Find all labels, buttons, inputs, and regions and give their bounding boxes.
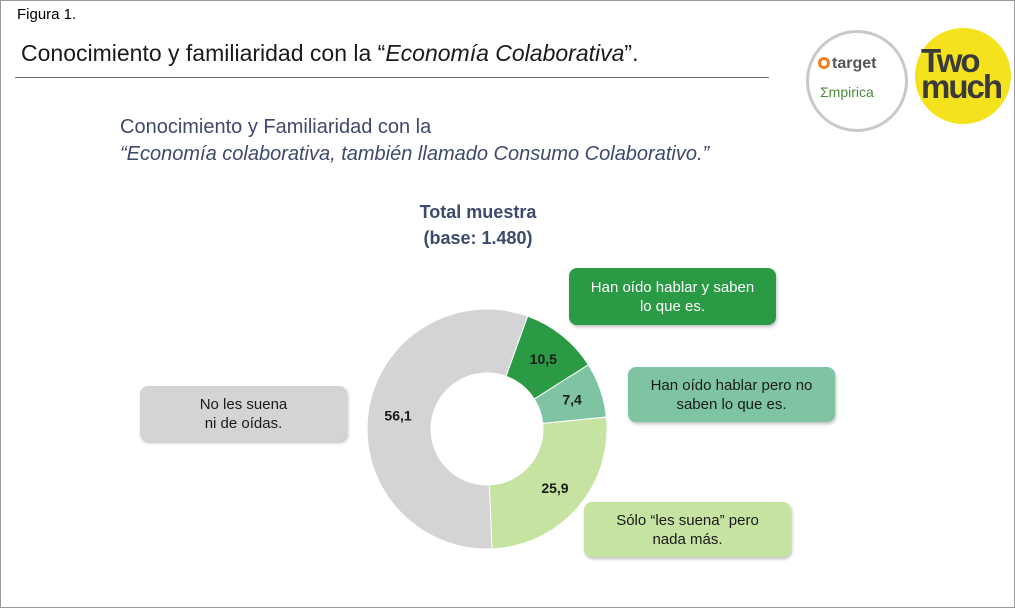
slice-sounds bbox=[488, 416, 608, 550]
page-title-italic: Economía Colaborativa bbox=[385, 40, 625, 66]
page-title-suffix: ”. bbox=[624, 40, 639, 66]
legend-unknown-line2: ni de oídas. bbox=[204, 414, 283, 432]
slice-know-value-label: 10,5 bbox=[530, 351, 557, 367]
legend-box-heard: Han oído hablar pero no saben lo que es. bbox=[628, 367, 835, 422]
legend-box-sounds: Sólo “les suena” pero nada más. bbox=[584, 502, 791, 557]
target-logo-text: target bbox=[818, 55, 876, 73]
twomuch-line1: Two bbox=[921, 42, 981, 79]
legend-unknown-line1: No les suena bbox=[199, 395, 288, 413]
slice-unknown bbox=[366, 308, 529, 550]
sample-label: Total muestra bbox=[419, 202, 537, 222]
legend-heard-line1: Han oído hablar pero no bbox=[650, 376, 813, 394]
legend-heard-line2: saben lo que es. bbox=[676, 395, 787, 413]
page-title: Conocimiento y familiaridad con la “Econ… bbox=[21, 40, 638, 67]
legend-box-know: Han oído hablar y saben lo que es. bbox=[569, 268, 776, 325]
empirica-logo-text: Σmpirica bbox=[820, 84, 874, 100]
target-empirica-logo bbox=[806, 30, 908, 132]
figure-label: Figura 1. bbox=[17, 6, 77, 23]
chart-title: Conocimiento y Familiaridad con la bbox=[120, 116, 432, 138]
target-logo-icon bbox=[818, 57, 830, 69]
slice-unknown-value-label: 56,1 bbox=[384, 407, 411, 423]
legend-know-line2: lo que es. bbox=[639, 297, 706, 315]
legend-box-unknown: No les suena ni de oídas. bbox=[140, 386, 347, 441]
target-logo-label: target bbox=[832, 55, 877, 72]
twomuch-line2: much bbox=[921, 68, 1003, 105]
chart-subtitle: “Economía colaborativa, también llamado … bbox=[120, 143, 710, 165]
page-title-prefix: Conocimiento y familiaridad con la “ bbox=[21, 40, 386, 66]
legend-know-line1: Han oído hablar y saben bbox=[590, 278, 755, 296]
slice-heard-value-label: 7,4 bbox=[562, 392, 582, 408]
twomuch-logo-text: Two much bbox=[921, 44, 1011, 103]
twomuch-logo bbox=[915, 28, 1011, 124]
legend-sounds-line2: nada más. bbox=[652, 530, 723, 548]
slice-sounds-value-label: 25,9 bbox=[541, 480, 568, 496]
sample-base: (base: 1.480) bbox=[423, 228, 533, 248]
legend-sounds-line1: Sólo “les suena” pero bbox=[616, 511, 759, 529]
title-divider bbox=[15, 77, 769, 78]
